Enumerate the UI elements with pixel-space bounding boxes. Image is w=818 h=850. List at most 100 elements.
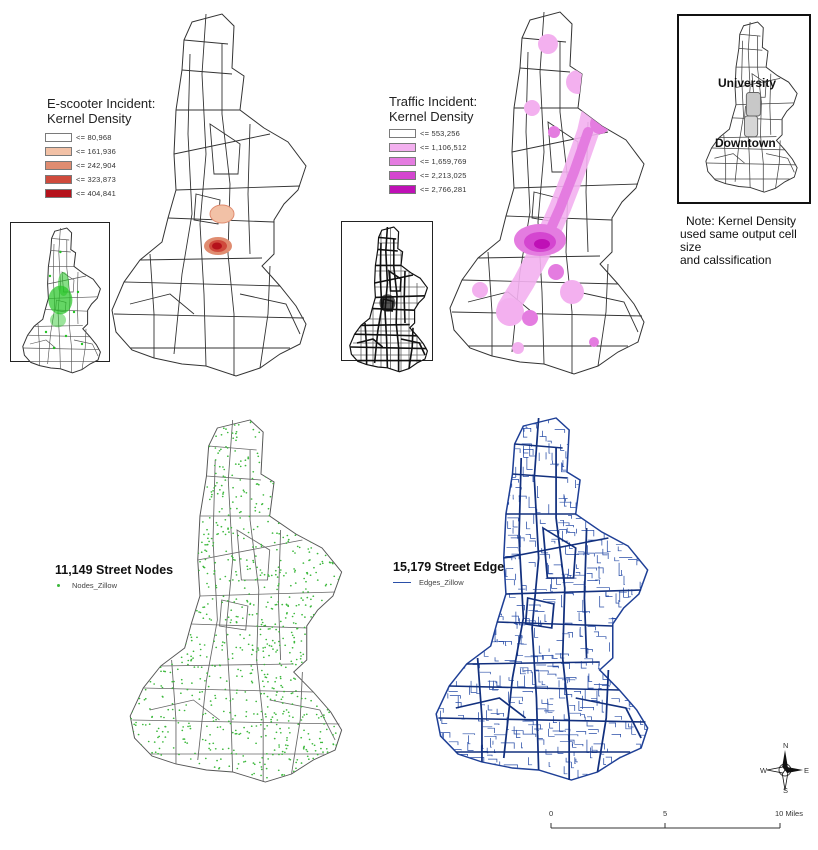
street-node-dot: [260, 543, 263, 546]
street-edge-segment: [465, 516, 470, 522]
street-node-dot: [225, 446, 227, 448]
note-line2: used same output cell size: [680, 227, 797, 254]
street-node-dot: [292, 770, 295, 773]
street-edge-segment: [450, 574, 454, 580]
street-node-dot: [278, 644, 281, 647]
street-edge-segment: [635, 743, 641, 749]
street-node-dot: [313, 475, 315, 477]
street-edge-segment: [643, 426, 648, 433]
street-node-dot: [180, 584, 182, 586]
street-node-dot: [281, 502, 284, 504]
street-node-dot: [131, 621, 134, 623]
street-edge-segment: [444, 434, 452, 447]
street-edge-segment: [578, 612, 583, 621]
street-node-dot: [188, 496, 190, 498]
street-node-dot: [150, 491, 153, 493]
street-node-dot: [176, 668, 179, 671]
street-node-dot: [147, 647, 150, 649]
street-node-dot: [227, 776, 230, 778]
street-node-dot: [167, 708, 170, 711]
street-node-dot: [230, 609, 233, 611]
nodes-legend: Nodes_Zillow: [57, 581, 117, 590]
street-node-dot: [260, 710, 263, 713]
street-edge-segment: [453, 669, 458, 672]
street-node-dot: [144, 529, 147, 531]
street-node-dot: [276, 588, 278, 591]
street-node-dot: [255, 725, 258, 727]
street-node-dot: [202, 606, 204, 609]
street-edge-segment: [622, 764, 624, 776]
street-edge-segment: [447, 521, 454, 530]
street-node-dot: [193, 666, 196, 668]
street-node-dot: [221, 641, 224, 643]
street-node-dot: [331, 540, 334, 542]
street-node-dot: [235, 692, 238, 694]
street-node-dot: [149, 680, 152, 683]
street-node-dot: [240, 495, 243, 497]
street-node-dot: [250, 680, 253, 683]
street-node-dot: [140, 560, 143, 563]
street-node-dot: [287, 540, 290, 543]
street-node-dot: [251, 614, 254, 616]
street-node-dot: [266, 643, 269, 645]
street-node-dot: [261, 572, 263, 574]
street-edge-segment: [464, 442, 470, 453]
street-node-dot: [226, 773, 229, 776]
street-node-dot: [270, 645, 273, 647]
street-node-dot: [328, 677, 331, 680]
street-node-dot: [203, 566, 206, 569]
street-node-dot: [213, 640, 215, 642]
street-node-dot: [271, 626, 274, 628]
street-node-dot: [344, 679, 346, 681]
street-node-dot: [333, 476, 336, 479]
street-edge-segment: [574, 757, 576, 764]
street-node-dot: [148, 498, 150, 500]
street-node-dot: [149, 530, 152, 533]
street-node-dot: [307, 733, 310, 735]
street-edge-segment: [587, 567, 598, 571]
street-node-dot: [220, 434, 223, 436]
street-edge-segment: [604, 421, 609, 428]
street-node-dot: [291, 663, 294, 665]
street-node-dot: [229, 700, 232, 702]
street-node-dot: [287, 480, 289, 483]
street-node-dot: [141, 682, 144, 684]
street-edge-segment: [440, 511, 443, 519]
street-node-dot: [235, 436, 238, 438]
street-node-dot: [269, 495, 272, 498]
street-node-dot: [239, 517, 242, 519]
street-edge-segment: [644, 538, 648, 546]
street-node-dot: [161, 543, 164, 546]
street-node-dot: [231, 718, 234, 720]
street-edge-segment: [455, 600, 459, 608]
street-node-dot: [342, 779, 344, 781]
street-node-dot: [278, 744, 280, 746]
street-node-dot: [335, 617, 338, 620]
street-node-dot: [270, 607, 273, 610]
west-label: W: [760, 766, 768, 775]
street-edge-segment: [512, 520, 518, 528]
street-node-dot: [155, 663, 158, 666]
street-node-dot: [293, 636, 295, 639]
street-node-dot: [214, 748, 217, 750]
street-node-dot: [150, 432, 153, 434]
street-edge-segment: [446, 651, 453, 664]
street-node-dot: [319, 683, 322, 685]
street-edge-segment: [436, 778, 442, 780]
street-node-dot: [186, 529, 189, 531]
street-node-dot: [144, 555, 146, 557]
street-node-dot: [137, 434, 139, 436]
escooter-legend-title-line2: Kernel Density: [47, 111, 132, 126]
street-node-dot: [251, 773, 254, 776]
street-node-dot: [309, 574, 312, 576]
street-node-dot: [196, 609, 198, 612]
street-node-dot: [278, 662, 281, 665]
street-node-dot: [304, 466, 306, 468]
street-node-dot: [214, 665, 216, 667]
street-edge-segment: [541, 699, 549, 704]
street-node-dot: [258, 511, 261, 513]
street-node-dot: [315, 538, 317, 541]
street-node-dot: [186, 653, 189, 655]
street-edge-segment: [505, 567, 514, 569]
street-node-dot: [256, 625, 259, 627]
